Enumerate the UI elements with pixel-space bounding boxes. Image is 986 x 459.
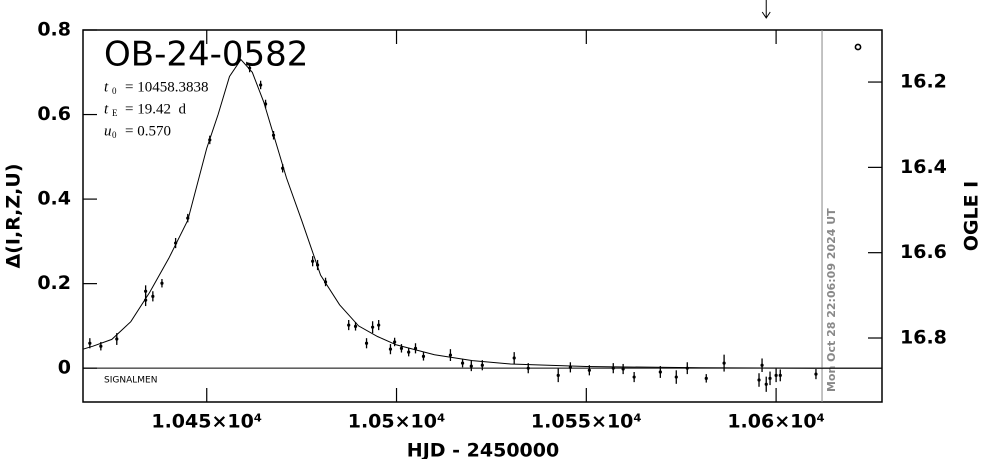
data-point <box>674 375 678 379</box>
data-point <box>587 368 591 372</box>
y-tick-label: 0.8 <box>37 19 71 41</box>
data-point <box>556 373 560 377</box>
data-point <box>347 323 351 327</box>
y-tick-label: 0.6 <box>37 103 71 125</box>
data-point <box>208 138 212 142</box>
data-point <box>413 346 418 350</box>
data-point <box>186 216 190 220</box>
data-point <box>814 372 818 376</box>
param-subscript: E <box>112 108 118 118</box>
data-point <box>632 375 636 379</box>
y-tick-label: 0.4 <box>37 188 71 210</box>
param-symbol: t <box>104 79 109 95</box>
data-point <box>311 259 315 263</box>
arrow <box>761 0 771 19</box>
param-subscript: 0 <box>112 86 117 96</box>
data-point <box>99 344 103 348</box>
y-tick-label: 0.2 <box>37 272 71 294</box>
data-point <box>315 263 320 267</box>
data-point <box>364 341 369 345</box>
param-value: = 19.42 d <box>125 101 186 117</box>
y2-tick-label: 16.4 <box>900 156 947 178</box>
data-point <box>685 366 689 370</box>
data-point <box>281 166 285 170</box>
data-point <box>399 346 404 350</box>
y2-tick-label: 16.2 <box>900 71 947 93</box>
data-point <box>611 366 615 370</box>
y2-axis-label: OGLE I <box>961 181 983 252</box>
x-tick-label: 1.045×10⁴ <box>151 411 262 433</box>
data-point <box>568 365 572 369</box>
y-tick-label: 0 <box>58 357 71 379</box>
data-point <box>259 83 263 87</box>
data-point <box>760 363 764 367</box>
data-point <box>323 280 328 284</box>
data-point <box>480 363 484 367</box>
data-point <box>757 378 761 382</box>
data-point <box>722 361 726 365</box>
data-point <box>174 241 178 245</box>
data-point <box>512 356 516 360</box>
param-symbol: u <box>104 123 112 139</box>
data-point <box>144 298 148 302</box>
model-curve <box>82 58 882 369</box>
data-point <box>621 367 625 371</box>
data-point <box>144 289 148 293</box>
timestamp: Mon Oct 28 22:06:09 2024 UT <box>825 208 838 392</box>
param-value: = 0.570 <box>125 123 171 139</box>
data-point <box>407 350 411 354</box>
data-point <box>371 325 375 329</box>
y2-tick-label: 16.6 <box>900 241 947 263</box>
y2-tick-label: 16.8 <box>900 327 947 349</box>
data-point <box>263 102 268 106</box>
data-point <box>448 353 453 357</box>
data-point <box>115 337 119 341</box>
data-point <box>160 281 164 285</box>
data-point <box>393 340 397 344</box>
param-symbol: t <box>104 101 109 117</box>
data-point <box>774 373 778 377</box>
x-tick-label: 1.055×10⁴ <box>531 411 642 433</box>
data-point <box>353 324 358 328</box>
legend-symbol <box>854 43 862 51</box>
note: SIGNALMEN <box>104 376 157 386</box>
data-point <box>388 347 393 351</box>
data-point <box>151 294 155 298</box>
data-point <box>469 364 473 368</box>
param-subscript: 0 <box>112 130 117 140</box>
data-point <box>248 66 252 70</box>
data-point <box>768 376 772 380</box>
data-point <box>271 133 276 137</box>
param-value: = 10458.3838 <box>125 79 208 95</box>
data-point <box>764 382 768 386</box>
plot-frame <box>82 29 883 403</box>
data-point <box>88 341 92 345</box>
y-axis-label: Δ(I,R,Z,U) <box>3 164 25 269</box>
data-point <box>658 370 662 374</box>
data-point <box>704 376 708 380</box>
x-tick-label: 1.06×10⁴ <box>727 411 825 433</box>
data-point <box>421 354 426 358</box>
data-point <box>377 323 381 327</box>
x-axis-label: HJD - 2450000 <box>407 440 559 459</box>
x-tick-label: 1.05×10⁴ <box>348 411 446 433</box>
data-point <box>526 366 530 370</box>
data-point <box>778 373 782 377</box>
data-point <box>460 361 465 365</box>
